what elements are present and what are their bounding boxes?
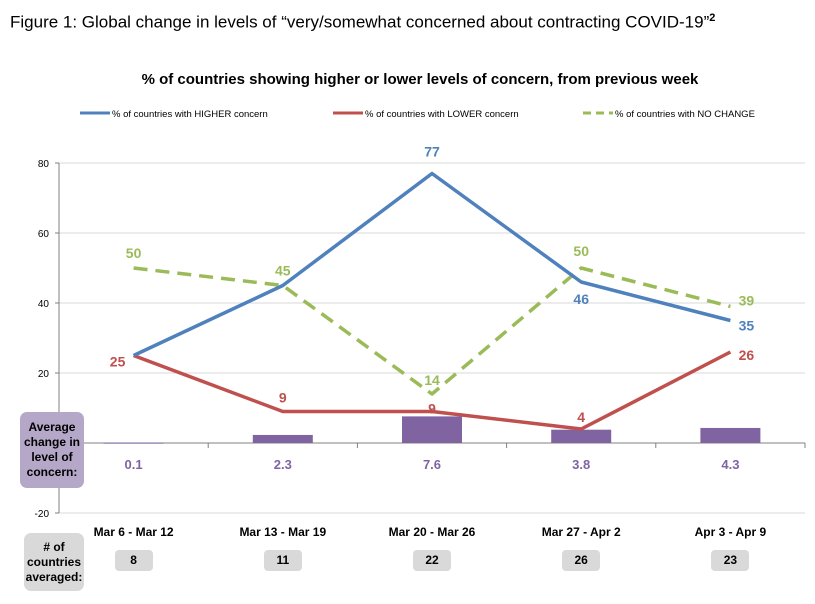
- legend-entry: % of countries with HIGHER concern: [112, 109, 268, 120]
- y-tick-label: 40: [38, 299, 50, 310]
- series-line: [133, 266, 731, 396]
- data-label: 9: [279, 390, 287, 406]
- data-label: 4: [577, 409, 585, 425]
- y-tick-label: -20: [35, 509, 50, 520]
- avg-change-bar: [551, 429, 612, 443]
- legend-entry: % of countries with LOWER concern: [365, 109, 519, 120]
- data-label: 45: [275, 263, 291, 279]
- y-tick-label: 80: [38, 159, 50, 170]
- avg-change-bar: [252, 434, 313, 443]
- avg-change-label: 7.6: [423, 457, 441, 472]
- data-label: 39: [739, 293, 755, 309]
- data-label: 46: [573, 291, 589, 307]
- countries-averaged-count: 22: [413, 550, 451, 571]
- avg-change-label: 2.3: [274, 457, 292, 472]
- avg-change-bar: [700, 427, 761, 443]
- x-tick-label: Mar 27 - Apr 2: [542, 525, 621, 539]
- x-tick-label: Apr 3 - Apr 9: [695, 525, 767, 539]
- data-label: 14: [424, 372, 440, 388]
- countries-averaged-count: 8: [114, 550, 153, 571]
- avg-change-bar: [402, 416, 462, 443]
- y-tick-label: 20: [38, 369, 50, 380]
- data-label: 77: [424, 144, 440, 160]
- avg-change-label: 0.1: [125, 457, 143, 472]
- data-label: 50: [573, 243, 589, 259]
- data-label: 26: [739, 347, 755, 363]
- countries-averaged-count: 26: [562, 550, 601, 571]
- avg-change-bar: [103, 442, 164, 444]
- countries-averaged-count: 23: [711, 550, 750, 571]
- average-change-label: Average change in level of concern:: [20, 412, 84, 488]
- countries-averaged-label: # of countries averaged:: [24, 533, 84, 591]
- series-line: [132, 350, 732, 431]
- countries-averaged-count: 11: [263, 550, 302, 571]
- series-line: [132, 171, 731, 358]
- chart-title: % of countries showing higher or lower l…: [142, 71, 699, 88]
- data-label: 50: [126, 245, 142, 261]
- data-label: 35: [739, 318, 755, 334]
- figure-title-text: Figure 1: Global change in levels of “ve…: [10, 12, 710, 32]
- avg-change-label: 4.3: [721, 457, 739, 472]
- x-tick-label: Mar 20 - Mar 26: [389, 525, 476, 539]
- y-tick-label: 60: [38, 229, 50, 240]
- figure-footnote-marker: 2: [709, 12, 716, 24]
- avg-change-label: 3.8: [572, 457, 590, 472]
- data-label: 25: [110, 354, 126, 370]
- data-label: 9: [428, 401, 436, 417]
- figure-title: Figure 1: Global change in levels of “ve…: [10, 12, 715, 33]
- x-tick-label: Mar 6 - Mar 12: [94, 525, 174, 539]
- x-tick-label: Mar 13 - Mar 19: [239, 525, 326, 539]
- legend-entry: % of countries with NO CHANGE: [615, 109, 755, 120]
